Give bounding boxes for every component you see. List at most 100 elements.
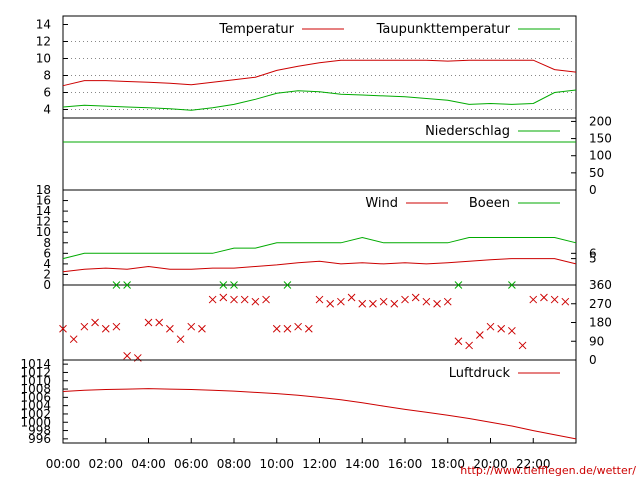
wind-direction-point (433, 299, 441, 308)
temperature-y-tick-label: 8 (43, 69, 51, 83)
x-tick-label: 08:00 (217, 457, 252, 471)
wind-direction-point (465, 341, 473, 350)
pressure-y-tick-label: 1010 (20, 374, 51, 388)
wind-direction-point (219, 281, 228, 289)
wind-direction-frame (62, 284, 577, 361)
wind-direction-y-tick-label: 0 (589, 353, 597, 367)
wind-direction-point (390, 299, 399, 308)
wind-direction-point (91, 318, 99, 327)
wind-y-tick-label: 6 (589, 246, 597, 260)
x-tick-label: 02:00 (88, 457, 123, 471)
pressure-legend-label: Luftdruck (449, 366, 511, 381)
wind-direction-point (230, 281, 238, 289)
precipitation-y-tick-label: 50 (589, 166, 604, 180)
wind-direction-point (443, 297, 452, 306)
pressure-series-line (62, 388, 577, 440)
wind-direction-point (508, 281, 516, 289)
pressure-y-tick-label: 1014 (20, 357, 51, 371)
wind-y-tick-label: 2 (43, 267, 51, 281)
pressure-y-tick-label: 998 (28, 424, 51, 438)
temperature-y-tick-label: 12 (36, 35, 51, 49)
wind-y-tick-label: 18 (36, 183, 51, 197)
pressure-y-tick-label: 996 (28, 432, 51, 446)
temperature-y-tick-label: 10 (36, 52, 51, 66)
wind-direction-point (208, 295, 217, 304)
temperature-y-tick-label: 14 (36, 18, 51, 32)
x-tick-label: 16:00 (388, 457, 423, 471)
wind-direction-point (337, 297, 345, 306)
wind-direction-point (315, 295, 324, 304)
wind-legend-label: Wind (365, 196, 398, 211)
wind-direction-point (176, 335, 185, 344)
x-tick-label: 06:00 (174, 457, 209, 471)
x-tick-label: 20:00 (473, 457, 508, 471)
wind-y-tick-label: 5 (589, 252, 597, 266)
wind-direction-point (166, 324, 174, 333)
precipitation-y-tick-label: 0 (589, 183, 597, 197)
temperature-series-line (62, 89, 577, 111)
wind-y-tick-label: 12 (36, 215, 51, 229)
wind-direction-y-tick-label: 360 (589, 278, 612, 292)
wind-direction-point (294, 322, 302, 331)
wind-direction-point (518, 341, 527, 350)
x-tick-label: 04:00 (131, 457, 166, 471)
precipitation-y-tick-label: 100 (589, 149, 612, 163)
temperature-legend-label: Temperatur (218, 22, 294, 37)
pressure-y-tick-label: 1000 (20, 415, 51, 429)
wind-direction-point (69, 335, 78, 344)
wind-direction-point (219, 293, 228, 302)
wind-y-tick-label: 10 (36, 225, 51, 239)
wind-direction-point (358, 299, 367, 308)
x-tick-label: 00:00 (46, 457, 81, 471)
wind-direction-point (475, 331, 484, 339)
pressure-y-tick-label: 1008 (20, 382, 51, 396)
wind-direction-point (155, 318, 164, 327)
wind-direction-point (347, 293, 356, 302)
precipitation-legend-label: Niederschlag (425, 124, 510, 139)
wind-direction-point (529, 295, 538, 304)
wind-direction-point (369, 299, 377, 308)
credit-url: http://www.tiefflegen.de/wetter/ (460, 464, 636, 477)
wind-direction-point (486, 322, 495, 331)
wind-direction-point (251, 297, 260, 306)
wind-direction-point (112, 281, 121, 289)
x-axis (62, 438, 534, 443)
wind-direction-point (454, 281, 463, 289)
pressure-y-tick-label: 1004 (20, 399, 51, 413)
wind-series-line (62, 236, 577, 260)
wind-y-tick-label: 0 (43, 278, 51, 292)
wind-y-tick-label: 16 (36, 194, 51, 208)
pressure-y-tick-label: 1006 (20, 390, 51, 404)
temperature-series-line (62, 59, 577, 87)
wind-y-tick-label: 6 (43, 246, 51, 260)
wind-direction-point (123, 281, 131, 289)
wind-direction-point (272, 324, 281, 333)
wind-direction-point (422, 297, 431, 306)
x-tick-label: 12:00 (302, 457, 337, 471)
wind-legend-label: Boeen (469, 196, 510, 211)
wind-direction-panel (59, 281, 577, 362)
wind-direction-point (454, 337, 463, 346)
wind-direction-point (283, 324, 292, 333)
wind-y-tick-label: 8 (43, 236, 51, 250)
pressure-y-tick-label: 1012 (20, 365, 51, 379)
precipitation-y-tick-label: 150 (589, 132, 612, 146)
wind-direction-point (240, 295, 249, 304)
wind-direction-point (187, 322, 196, 331)
x-tick-label: 14:00 (345, 457, 380, 471)
wind-direction-point (561, 297, 570, 306)
temperature-y-tick-label: 6 (43, 86, 51, 100)
wind-direction-y-tick-label: 270 (589, 297, 612, 311)
temperature-y-tick-label: 4 (43, 103, 51, 117)
wind-direction-point (379, 297, 388, 306)
wind-direction-point (144, 318, 153, 327)
x-tick-label: 18:00 (430, 457, 465, 471)
wind-direction-point (401, 295, 409, 304)
wind-y-tick-label: 14 (36, 204, 51, 218)
wind-direction-point (198, 324, 206, 333)
wind-direction-point (101, 324, 110, 333)
pressure-y-tick-label: 1002 (20, 407, 51, 421)
wind-series-line (62, 258, 577, 273)
wind-direction-point (230, 295, 238, 304)
